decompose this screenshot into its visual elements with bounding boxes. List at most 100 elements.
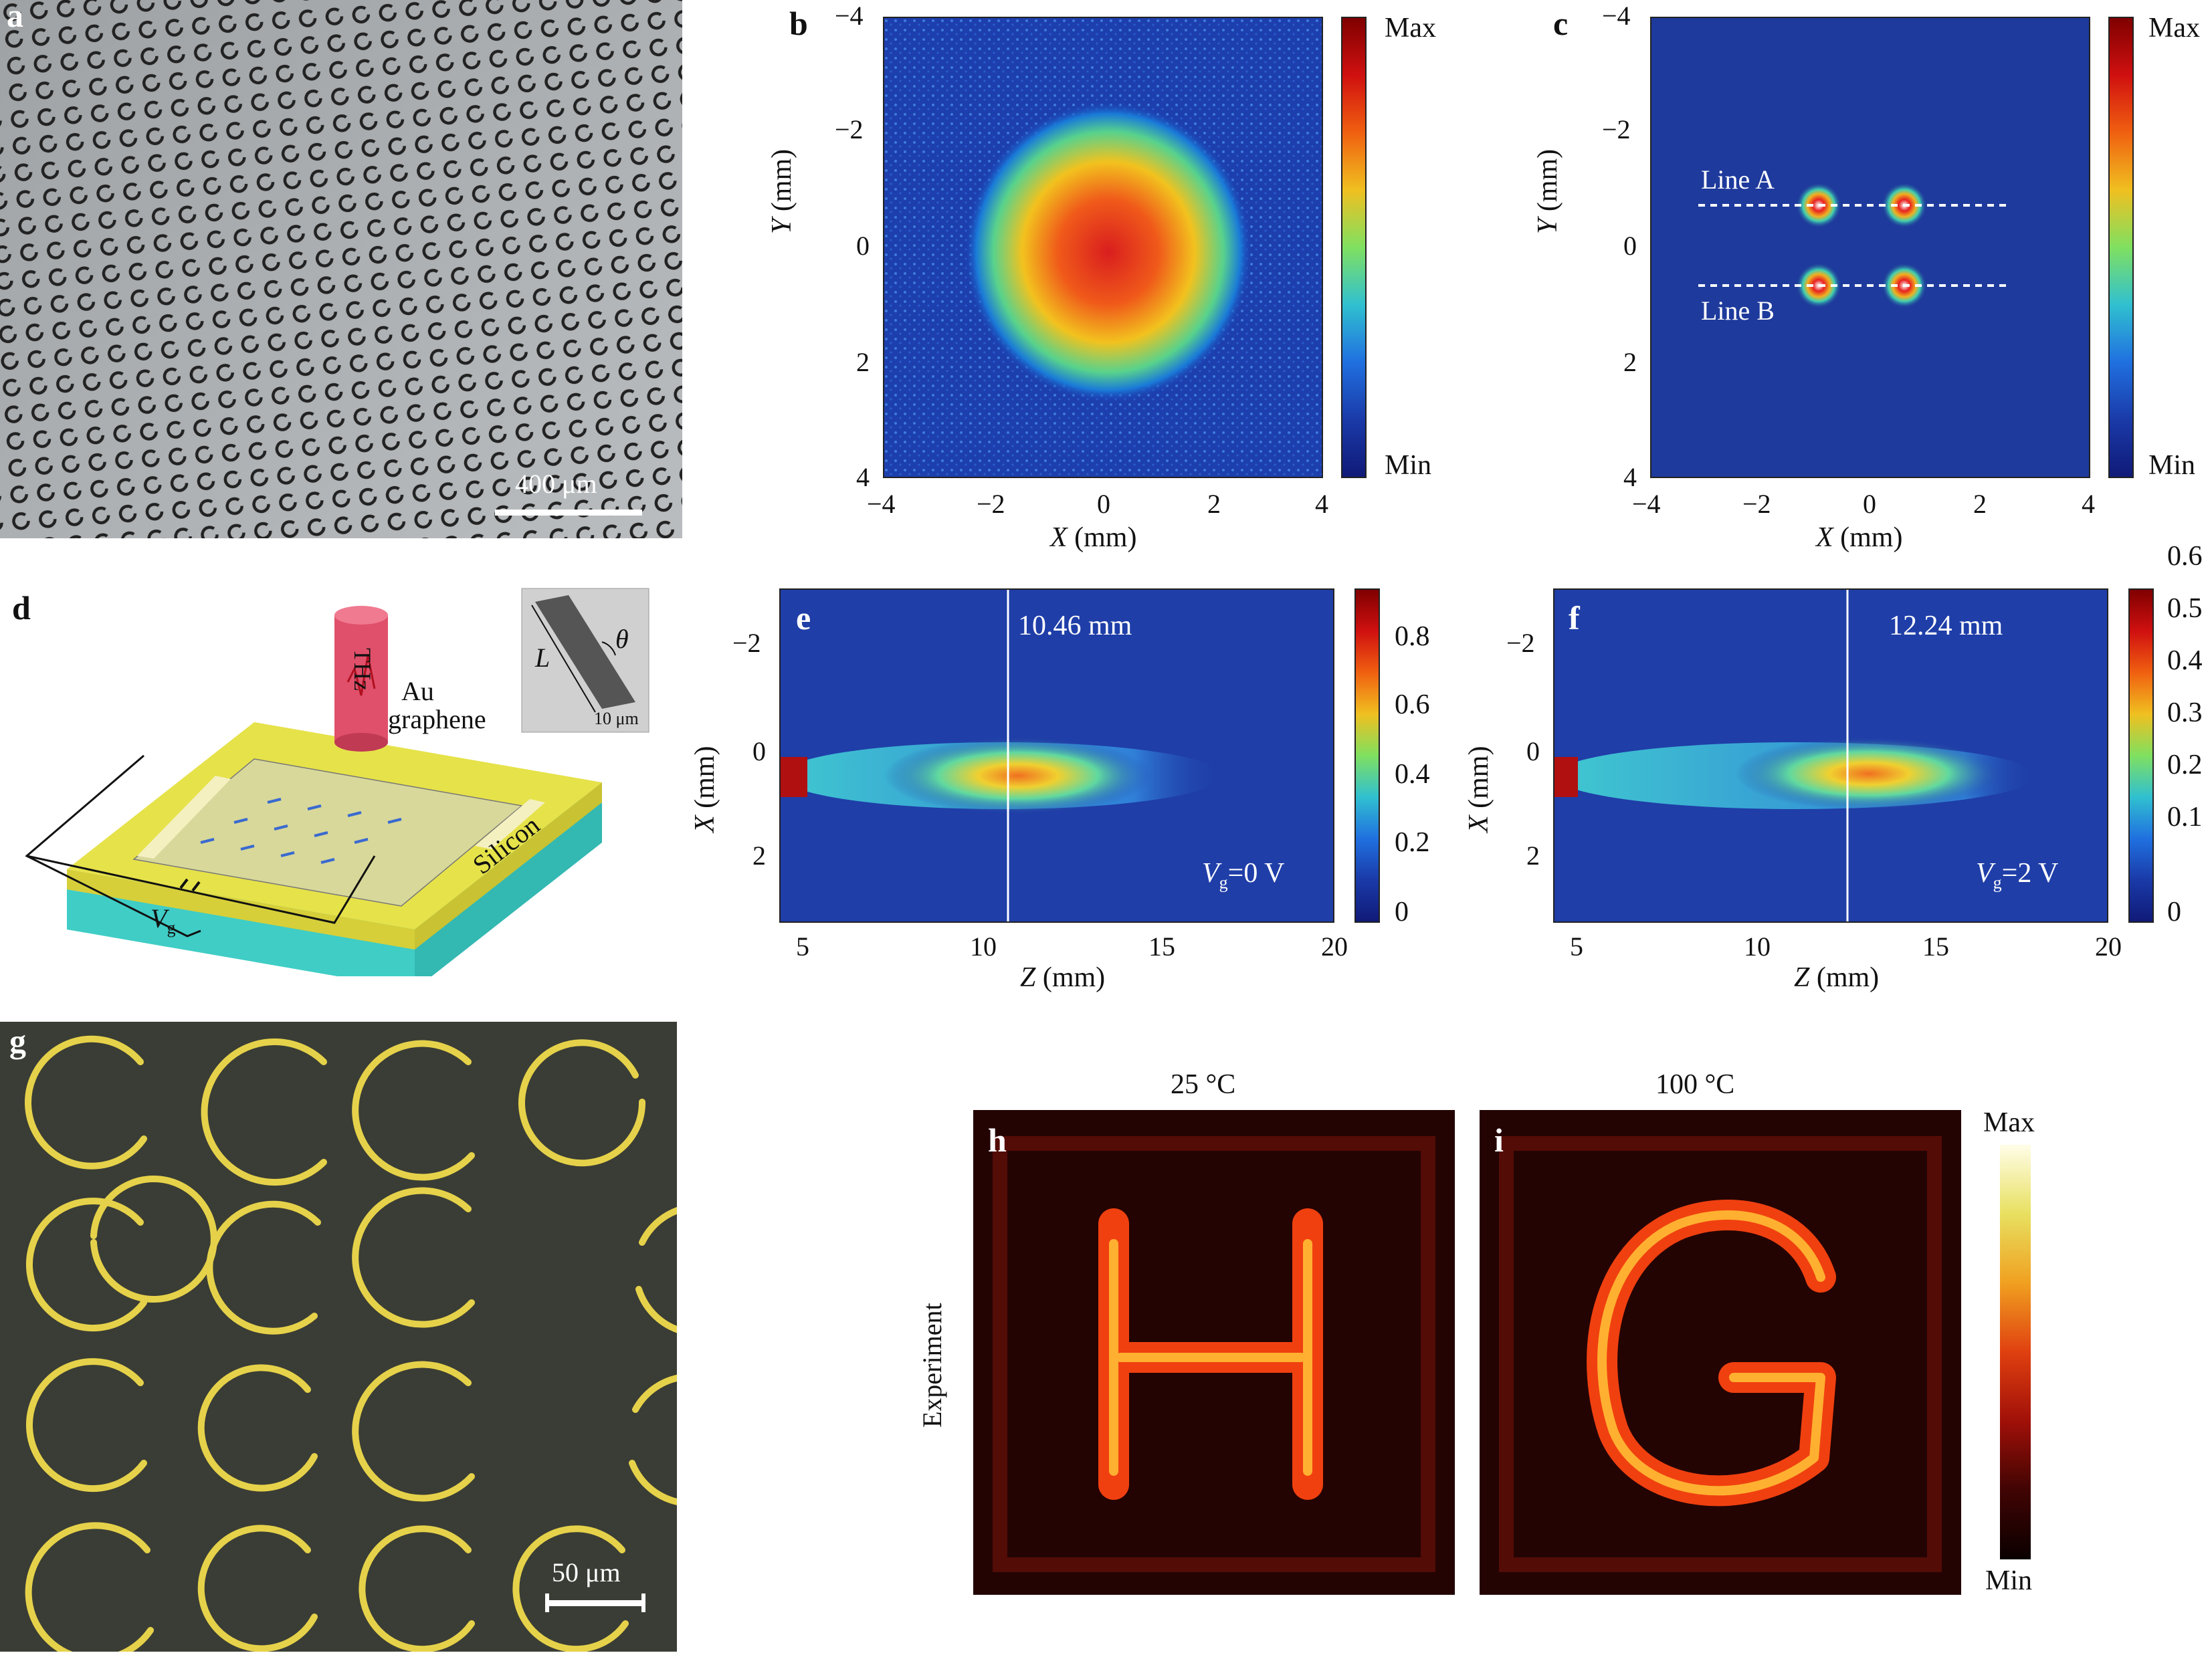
tick: −2 — [732, 628, 761, 658]
panel-h-image: h — [973, 1110, 1455, 1595]
colorbar — [2000, 1145, 2031, 1559]
tick: −2 — [1602, 114, 1631, 144]
tick: 2 — [1526, 841, 1540, 871]
tick: 0 — [1623, 231, 1637, 261]
tick: −4 — [835, 1, 864, 31]
tick: 2 — [856, 347, 870, 377]
panel-label-e: e — [796, 599, 811, 637]
tick: 20 — [1321, 931, 1348, 962]
colorbar-max: Max — [2148, 13, 2200, 43]
inset-length-label: L — [535, 643, 550, 673]
colorbar — [1341, 17, 1367, 478]
inset-scale-label: 10 μm — [594, 709, 639, 728]
line-b-label: Line B — [1701, 296, 1775, 326]
x-axis-label: Z (mm) — [1020, 962, 1106, 993]
tick: 2 — [752, 841, 766, 871]
panel-d-device-schematic: THz Au graphene Silicon Vg L θ 10 μm — [0, 575, 669, 990]
colorbar-tick: 0 — [1395, 897, 1409, 927]
panel-g: g 50 μm — [0, 1022, 767, 1655]
panel-label-d: d — [12, 589, 31, 627]
tick: 0 — [1097, 489, 1110, 519]
colorbar-tick: 0.6 — [2167, 541, 2203, 572]
panel-f-heatmap: 12.24 mm Vg=2 V — [1553, 588, 2108, 923]
panel-label-c: c — [1553, 5, 1569, 42]
tick: 0 — [856, 231, 870, 261]
au-label: Au — [401, 676, 434, 706]
panel-label-b: b — [789, 5, 808, 42]
tick: −2 — [977, 489, 1005, 519]
panel-i-image: i — [1480, 1110, 1961, 1595]
tick: −4 — [1632, 489, 1661, 519]
scale-bar-label: 50 μm — [552, 1557, 621, 1587]
x-axis-label: X (mm) — [1816, 522, 1903, 553]
thz-label: THz — [348, 648, 376, 691]
colorbar-tick: 0.6 — [1395, 689, 1430, 720]
tick: −2 — [1506, 628, 1535, 658]
tick: 2 — [1623, 347, 1637, 377]
tick: 2 — [1207, 489, 1221, 519]
colorbar-max: Max — [1983, 1107, 2035, 1138]
panel-label: h — [988, 1121, 1007, 1159]
y-axis-label: X (mm) — [690, 746, 720, 833]
x-axis-label: Z (mm) — [1794, 962, 1880, 993]
tick: 20 — [2095, 931, 2122, 962]
panel-a: a 400 μm — [0, 0, 682, 538]
colorbar-tick: 0 — [2167, 897, 2181, 927]
scale-bar — [545, 1600, 645, 1606]
tick: −2 — [1742, 489, 1771, 519]
colorbar-tick: 0.2 — [1395, 827, 1430, 858]
colorbar-tick: 0.2 — [2167, 750, 2203, 780]
panel-i-title: 100 °C — [1655, 1069, 1735, 1100]
panel-c-heatmap: Line A Line B — [1650, 17, 2090, 478]
tick: 2 — [1973, 489, 1987, 519]
panel-h-title: 25 °C — [1171, 1069, 1236, 1100]
focus-marker-label: 10.46 mm — [1018, 611, 1132, 641]
tick: 10 — [970, 931, 997, 962]
x-axis-label: X (mm) — [1050, 522, 1137, 553]
tick: 4 — [2082, 489, 2095, 519]
panel-label: i — [1494, 1121, 1504, 1159]
panel-label: a — [7, 0, 23, 34]
panel-b-heatmap — [883, 17, 1323, 478]
tick: −4 — [867, 489, 896, 519]
scale-bar — [495, 510, 642, 516]
tick: 4 — [1623, 462, 1637, 492]
colorbar — [2108, 17, 2134, 478]
tick: 4 — [856, 462, 870, 492]
y-axis-label: Y (mm) — [1532, 148, 1563, 234]
colorbar-tick: 0.3 — [2167, 697, 2203, 728]
gate-voltage-label: Vg — [150, 903, 176, 937]
focus-marker-label: 12.24 mm — [1889, 611, 2003, 641]
colorbar-min: Min — [2148, 450, 2196, 481]
graphene-label: graphene — [388, 704, 486, 734]
tick: 15 — [1148, 931, 1175, 962]
tick: 0 — [1526, 736, 1540, 766]
colorbar-max: Max — [1385, 13, 1436, 43]
panel-a-micrograph — [0, 0, 682, 538]
tick: 4 — [1315, 489, 1328, 519]
colorbar-tick: 0.8 — [1395, 621, 1430, 652]
colorbar-min: Min — [1385, 450, 1432, 481]
gate-voltage-label: Vg=2 V — [1976, 858, 2059, 893]
inset-angle-label: θ — [615, 624, 629, 654]
panel-label: g — [9, 1022, 26, 1060]
row-label-experiment: Experiment — [917, 1303, 947, 1428]
colorbar — [1354, 588, 1380, 923]
colorbar-tick: 0.5 — [2167, 593, 2203, 624]
colorbar — [2128, 588, 2154, 923]
tick: 5 — [796, 931, 809, 962]
tick: 5 — [1570, 931, 1583, 962]
tick: 10 — [1744, 931, 1771, 962]
y-axis-label: Y (mm) — [767, 148, 797, 234]
tick: 0 — [752, 736, 766, 766]
colorbar-tick: 0.4 — [1395, 759, 1430, 790]
colorbar-min: Min — [1985, 1565, 2033, 1596]
colorbar-tick: 0.4 — [2167, 645, 2203, 676]
scale-bar-label: 400 μm — [515, 469, 597, 499]
gate-voltage-label: Vg=0 V — [1202, 858, 1285, 893]
y-axis-label: X (mm) — [1464, 746, 1494, 833]
tick: 0 — [1863, 489, 1876, 519]
colorbar-tick: 0.1 — [2167, 802, 2203, 833]
panel-label-f: f — [1569, 599, 1580, 637]
tick: −2 — [835, 114, 864, 144]
